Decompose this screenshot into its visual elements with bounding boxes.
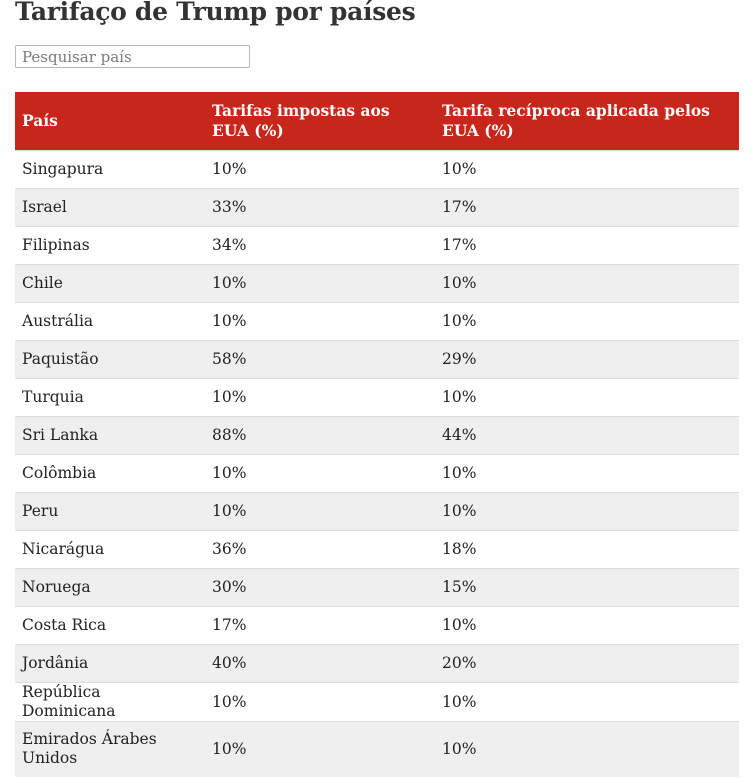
table-row: Colômbia 10% 10% bbox=[15, 454, 739, 493]
table-row: Costa Rica 17% 10% bbox=[15, 606, 739, 645]
cell-tariff-reciprocal: 10% bbox=[435, 264, 739, 303]
cell-tariff-imposed: 58% bbox=[205, 340, 435, 379]
table-row: Filipinas 34% 17% bbox=[15, 226, 739, 265]
cell-tariff-imposed: 10% bbox=[205, 492, 435, 531]
header-country[interactable]: País bbox=[15, 92, 205, 151]
table-row: Israel 33% 17% bbox=[15, 188, 739, 227]
cell-tariff-imposed: 10% bbox=[205, 264, 435, 303]
table-row: Peru 10% 10% bbox=[15, 492, 739, 531]
cell-tariff-reciprocal: 17% bbox=[435, 226, 739, 265]
cell-tariff-imposed: 10% bbox=[205, 682, 435, 722]
cell-country: Israel bbox=[15, 188, 205, 227]
cell-country: Emirados Árabes Unidos bbox=[15, 721, 205, 777]
cell-tariff-reciprocal: 17% bbox=[435, 188, 739, 227]
cell-tariff-imposed: 10% bbox=[205, 378, 435, 417]
cell-tariff-reciprocal: 10% bbox=[435, 150, 739, 189]
cell-tariff-reciprocal: 10% bbox=[435, 378, 739, 417]
cell-tariff-imposed: 10% bbox=[205, 454, 435, 493]
table-row: República Dominicana 10% 10% bbox=[15, 682, 739, 722]
cell-tariff-imposed: 10% bbox=[205, 721, 435, 777]
cell-country: Paquistão bbox=[15, 340, 205, 379]
cell-tariff-imposed: 10% bbox=[205, 302, 435, 341]
cell-tariff-reciprocal: 10% bbox=[435, 302, 739, 341]
table-row: Austrália 10% 10% bbox=[15, 302, 739, 341]
tariff-table: País Tarifas impostas aos EUA (%) Tarifa… bbox=[15, 92, 739, 777]
table-row: Emirados Árabes Unidos 10% 10% bbox=[15, 721, 739, 777]
cell-tariff-reciprocal: 10% bbox=[435, 606, 739, 645]
cell-country: Jordânia bbox=[15, 644, 205, 683]
table-row: Paquistão 58% 29% bbox=[15, 340, 739, 379]
cell-tariff-reciprocal: 10% bbox=[435, 492, 739, 531]
cell-country: Costa Rica bbox=[15, 606, 205, 645]
cell-tariff-reciprocal: 10% bbox=[435, 682, 739, 722]
cell-tariff-imposed: 17% bbox=[205, 606, 435, 645]
cell-tariff-imposed: 10% bbox=[205, 150, 435, 189]
cell-country: Sri Lanka bbox=[15, 416, 205, 455]
page-title: Tarifaço de Trump por países bbox=[15, 0, 416, 26]
cell-country: Nicarágua bbox=[15, 530, 205, 569]
cell-country: Singapura bbox=[15, 150, 205, 189]
table-row: Chile 10% 10% bbox=[15, 264, 739, 303]
cell-tariff-reciprocal: 44% bbox=[435, 416, 739, 455]
cell-tariff-reciprocal: 10% bbox=[435, 454, 739, 493]
cell-tariff-imposed: 88% bbox=[205, 416, 435, 455]
cell-country: Peru bbox=[15, 492, 205, 531]
cell-country: Colômbia bbox=[15, 454, 205, 493]
cell-country: Turquia bbox=[15, 378, 205, 417]
cell-country: República Dominicana bbox=[15, 682, 205, 722]
cell-tariff-imposed: 36% bbox=[205, 530, 435, 569]
cell-tariff-imposed: 33% bbox=[205, 188, 435, 227]
cell-tariff-imposed: 30% bbox=[205, 568, 435, 607]
cell-tariff-imposed: 34% bbox=[205, 226, 435, 265]
header-tariffs-imposed[interactable]: Tarifas impostas aos EUA (%) bbox=[205, 92, 435, 151]
table-row: Singapura 10% 10% bbox=[15, 150, 739, 189]
table-row: Jordânia 40% 20% bbox=[15, 644, 739, 683]
cell-tariff-reciprocal: 18% bbox=[435, 530, 739, 569]
table-row: Nicarágua 36% 18% bbox=[15, 530, 739, 569]
cell-tariff-reciprocal: 29% bbox=[435, 340, 739, 379]
cell-tariff-imposed: 40% bbox=[205, 644, 435, 683]
cell-country: Austrália bbox=[15, 302, 205, 341]
cell-tariff-reciprocal: 15% bbox=[435, 568, 739, 607]
cell-country: Noruega bbox=[15, 568, 205, 607]
table-body: Singapura 10% 10% Israel 33% 17% Filipinas 34% 1… bbox=[15, 150, 739, 777]
cell-tariff-reciprocal: 10% bbox=[435, 721, 739, 777]
cell-country: Chile bbox=[15, 264, 205, 303]
table-header-row: País Tarifas impostas aos EUA (%) Tarifa… bbox=[15, 92, 739, 151]
table-row: Sri Lanka 88% 44% bbox=[15, 416, 739, 455]
header-reciprocal-tariff[interactable]: Tarifa recíproca aplicada pelos EUA (%) bbox=[435, 92, 739, 151]
search-input[interactable] bbox=[15, 45, 250, 68]
cell-tariff-reciprocal: 20% bbox=[435, 644, 739, 683]
table-row: Noruega 30% 15% bbox=[15, 568, 739, 607]
cell-country: Filipinas bbox=[15, 226, 205, 265]
table-row: Turquia 10% 10% bbox=[15, 378, 739, 417]
